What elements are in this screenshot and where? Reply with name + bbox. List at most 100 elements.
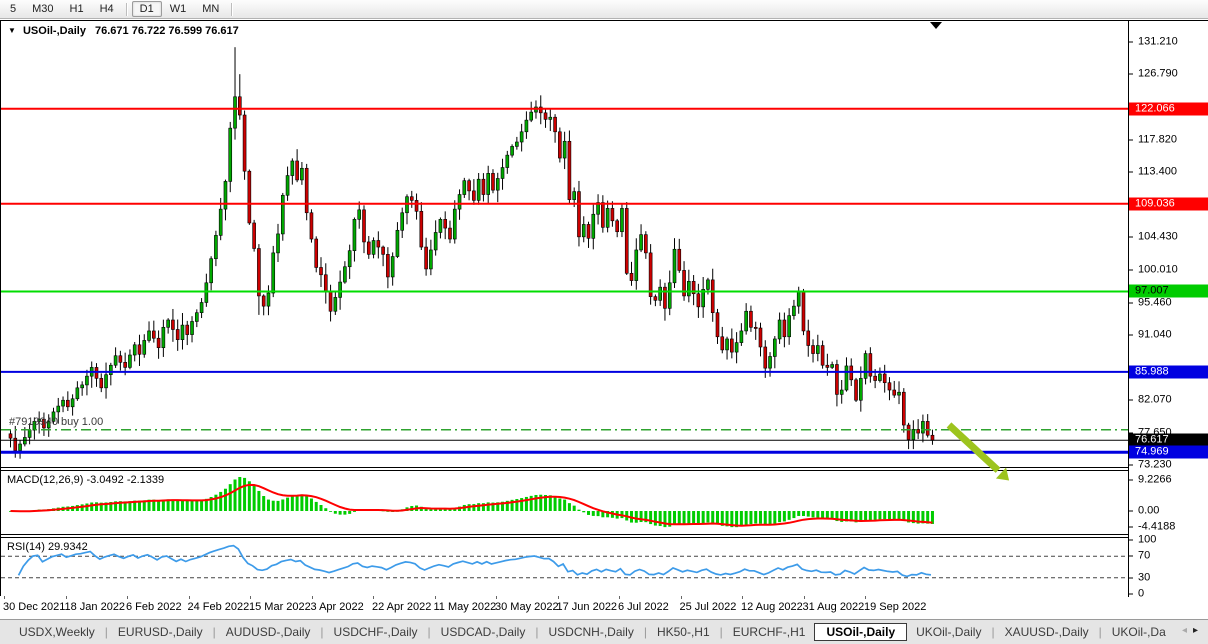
timeframe-toolbar: 5 M30 H1 H4 D1 W1 MN bbox=[0, 0, 1208, 19]
price-label-100.010: 100.010 bbox=[1129, 263, 1208, 276]
tab-separator: | bbox=[535, 625, 539, 639]
tab-scroll-right-icon[interactable]: ▸ bbox=[1192, 625, 1204, 636]
date-label: 3 Apr 2022 bbox=[310, 601, 364, 613]
chart-tab-ukoil-daily[interactable]: UKOil-,Daily bbox=[916, 625, 982, 639]
price-label-74.969: 74.969 bbox=[1129, 445, 1208, 459]
date-tick bbox=[127, 596, 128, 599]
macd-label: MACD(12,26,9) -3.0492 -2.1339 bbox=[7, 474, 165, 486]
price-label-82.070: 82.070 bbox=[1129, 394, 1208, 407]
price-label-117.820: 117.820 bbox=[1129, 133, 1208, 146]
tab-separator: | bbox=[320, 625, 324, 639]
chart-tab-usdcnh-daily[interactable]: USDCNH-,Daily bbox=[548, 625, 634, 639]
date-label: 6 Jul 2022 bbox=[618, 601, 669, 613]
order-line-label: #7919940 buy 1.00 bbox=[9, 415, 104, 428]
date-label: 6 Feb 2022 bbox=[126, 601, 182, 613]
rsi-panel[interactable]: RSI(14) 29.9342 bbox=[1, 538, 1128, 597]
timeframe-button-w1[interactable]: W1 bbox=[169, 3, 187, 15]
timeframe-button-h1[interactable]: H1 bbox=[69, 3, 84, 15]
date-label: 24 Feb 2022 bbox=[187, 601, 250, 613]
panel-splitter[interactable] bbox=[1, 467, 1208, 471]
date-tick bbox=[4, 596, 5, 599]
date-tick bbox=[742, 596, 743, 599]
macd-min-label: -4.4188 bbox=[1129, 521, 1208, 534]
panel-splitter[interactable] bbox=[1, 534, 1208, 538]
macd-chart bbox=[9, 477, 934, 528]
macd-zero-label: 0.00 bbox=[1129, 505, 1208, 518]
rsi-label: RSI(14) 29.9342 bbox=[7, 541, 88, 553]
rsi-chart bbox=[1, 544, 1128, 579]
chart-ohlc-values: 76.671 76.722 76.599 76.617 bbox=[95, 25, 239, 37]
chart-tab-hk50-h1[interactable]: HK50-,H1 bbox=[656, 625, 710, 639]
chart-tab-eurusd-daily[interactable]: EURUSD-,Daily bbox=[117, 625, 203, 639]
date-label: 15 Mar 2022 bbox=[249, 601, 311, 613]
tab-separator: | bbox=[643, 625, 647, 639]
chart-tab-audusd-daily[interactable]: AUDUSD-,Daily bbox=[225, 625, 311, 639]
date-label: 30 May 2022 bbox=[495, 601, 559, 613]
date-tick bbox=[803, 596, 805, 599]
date-tick bbox=[865, 596, 866, 599]
price-label-113.400: 113.400 bbox=[1129, 165, 1208, 178]
date-label: 30 Dec 2021 bbox=[3, 601, 66, 613]
rsi-label-30: 30 bbox=[1129, 571, 1208, 584]
date-label: 11 May 2022 bbox=[433, 601, 497, 613]
chart-symbol: USOil-,Daily bbox=[22, 25, 86, 37]
chart-tabs-bar: USDX,Weekly | EURUSD-,Daily | AUDUSD-,Daily |… bbox=[0, 619, 1208, 644]
price-label-97.007: 97.007 bbox=[1129, 284, 1208, 298]
rsi-label-100: 100 bbox=[1129, 534, 1208, 547]
timeframe-button-m30[interactable]: M30 bbox=[32, 3, 54, 15]
tab-scroll-arrows[interactable]: ◂▸ bbox=[1182, 625, 1204, 636]
chart-tab-xauusd-daily[interactable]: XAUUSD-,Daily bbox=[1004, 625, 1089, 639]
main-chart-panel[interactable]: ▼ USOil-,Daily 76.671 76.722 76.599 76.6… bbox=[1, 21, 1128, 467]
price-axis[interactable]: 131.210 126.790 122.066 117.820 113.400 109.0… bbox=[1128, 21, 1208, 600]
price-label-109.036: 109.036 bbox=[1129, 197, 1208, 211]
toolbar-separator bbox=[231, 2, 234, 16]
date-label: 22 Apr 2022 bbox=[372, 601, 432, 613]
date-tick bbox=[434, 596, 436, 599]
toolbar-separator bbox=[125, 2, 128, 16]
price-label-91.040: 91.040 bbox=[1129, 329, 1208, 342]
chart-tab-usdcad-daily[interactable]: USDCAD-,Daily bbox=[440, 625, 526, 639]
date-label: 12 Aug 2022 bbox=[741, 601, 803, 613]
macd-panel[interactable]: MACD(12,26,9) -3.0492 -2.1339 bbox=[1, 471, 1128, 534]
price-label-122.066: 122.066 bbox=[1129, 102, 1208, 116]
price-label-104.430: 104.430 bbox=[1129, 231, 1208, 244]
timeframe-button-h4[interactable]: H4 bbox=[99, 3, 114, 15]
date-tick bbox=[557, 596, 559, 599]
candlestick-chart[interactable] bbox=[1, 21, 1128, 467]
price-label-85.988: 85.988 bbox=[1129, 365, 1208, 379]
chart-tab-usoil-daily[interactable]: USOil-,Daily bbox=[814, 623, 908, 641]
date-tick bbox=[311, 596, 313, 599]
chart-shift-icon[interactable] bbox=[930, 22, 942, 29]
date-label: 31 Aug 2022 bbox=[802, 601, 865, 613]
tab-separator: | bbox=[1098, 625, 1102, 639]
tab-scroll-left-icon[interactable]: ◂ bbox=[1181, 625, 1193, 636]
tab-separator: | bbox=[719, 625, 723, 639]
chart-tab-usdchf-daily[interactable]: USDCHF-,Daily bbox=[333, 625, 418, 639]
timeframe-button-5[interactable]: 5 bbox=[10, 3, 17, 15]
chart-tab-eurchf-h1[interactable]: EURCHF-,H1 bbox=[732, 625, 806, 639]
date-tick bbox=[188, 596, 190, 599]
timeframe-button-mn[interactable]: MN bbox=[202, 3, 220, 15]
chart-tab-ukoil-da[interactable]: UKOil-,Da bbox=[1111, 625, 1166, 639]
rsi-label-70: 70 bbox=[1129, 550, 1208, 563]
chart-title: ▼ USOil-,Daily 76.671 76.722 76.599 76.6… bbox=[8, 25, 239, 37]
chart-window: ▼ USOil-,Daily 76.671 76.722 76.599 76.6… bbox=[0, 20, 1208, 600]
date-label: 18 Jan 2022 bbox=[64, 601, 126, 613]
date-tick bbox=[496, 596, 497, 599]
date-label: 17 Jun 2022 bbox=[556, 601, 618, 613]
collapse-triangle-icon[interactable]: ▼ bbox=[8, 26, 16, 35]
date-tick bbox=[65, 596, 67, 599]
date-tick bbox=[619, 596, 620, 599]
date-tick bbox=[250, 596, 251, 599]
price-label-95.460: 95.460 bbox=[1129, 296, 1208, 309]
tab-separator: | bbox=[212, 625, 216, 639]
tab-separator: | bbox=[991, 625, 995, 639]
price-label-131.210: 131.210 bbox=[1129, 36, 1208, 49]
price-label-73.230: 73.230 bbox=[1129, 458, 1208, 471]
date-axis[interactable]: 30 Dec 2021 18 Jan 2022 6 Feb 2022 24 Feb 2… bbox=[0, 596, 1208, 619]
tab-separator: | bbox=[427, 625, 431, 639]
timeframe-button-d1[interactable]: D1 bbox=[131, 1, 162, 17]
price-label-126.790: 126.790 bbox=[1129, 68, 1208, 81]
chart-tab-usdx-weekly[interactable]: USDX,Weekly bbox=[19, 625, 95, 639]
tab-separator: | bbox=[104, 625, 108, 639]
